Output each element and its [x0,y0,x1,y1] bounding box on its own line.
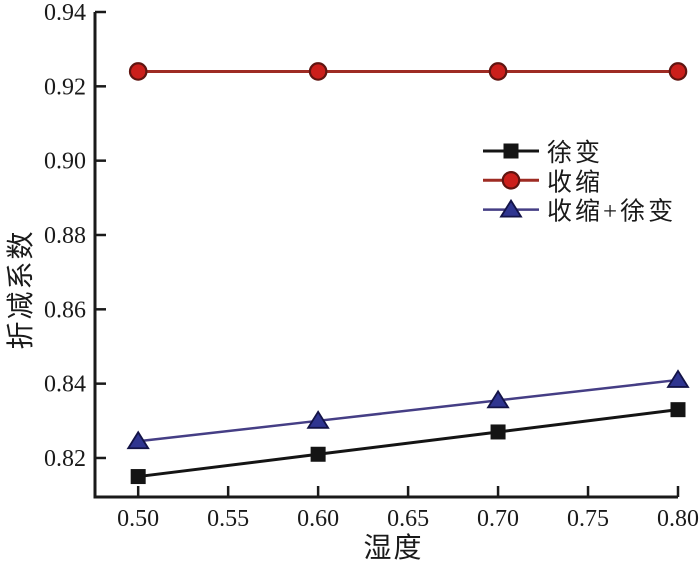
x-tick-label: 0.70 [477,506,519,532]
x-axis-label: 湿度 [363,532,423,564]
y-tick-label: 0.94 [44,0,86,26]
y-axis-label: 折减系数 [5,229,37,349]
x-tick-label: 0.55 [207,506,249,532]
x-tick-label: 0.75 [567,506,609,532]
data-point-circle [128,62,148,81]
legend-label: 收缩 [547,168,603,196]
x-tick-label: 0.50 [117,506,159,532]
legend-marker-triangle [499,198,523,218]
data-point-circle [668,62,688,81]
data-point-triangle [666,369,690,388]
series-line-square [138,408,679,479]
x-tick-label: 0.65 [387,506,429,532]
y-tick-label: 0.86 [44,297,86,323]
legend-marker-circle [501,171,521,190]
data-point-square [310,446,326,462]
data-point-square [490,424,506,440]
data-point-square [670,402,686,418]
y-tick-label: 0.88 [44,223,86,249]
y-tick-label: 0.84 [44,372,86,398]
data-point-square [130,469,146,485]
legend-label: 徐变 [547,139,603,167]
data-point-triangle [306,410,330,429]
axis-spines [93,12,678,499]
x-tick-label: 0.60 [297,506,339,532]
data-point-circle [488,62,508,81]
y-tick-label: 0.92 [44,74,86,100]
legend-marker-square [503,143,519,159]
data-point-triangle [126,430,150,450]
data-point-circle [308,62,328,81]
series-line-triangle [138,378,679,443]
x-tick-label: 0.80 [657,506,699,532]
y-tick-label: 0.90 [44,149,86,175]
data-point-triangle [486,389,510,409]
legend-label: 收缩+徐变 [547,198,676,226]
y-tick-label: 0.82 [44,446,86,472]
